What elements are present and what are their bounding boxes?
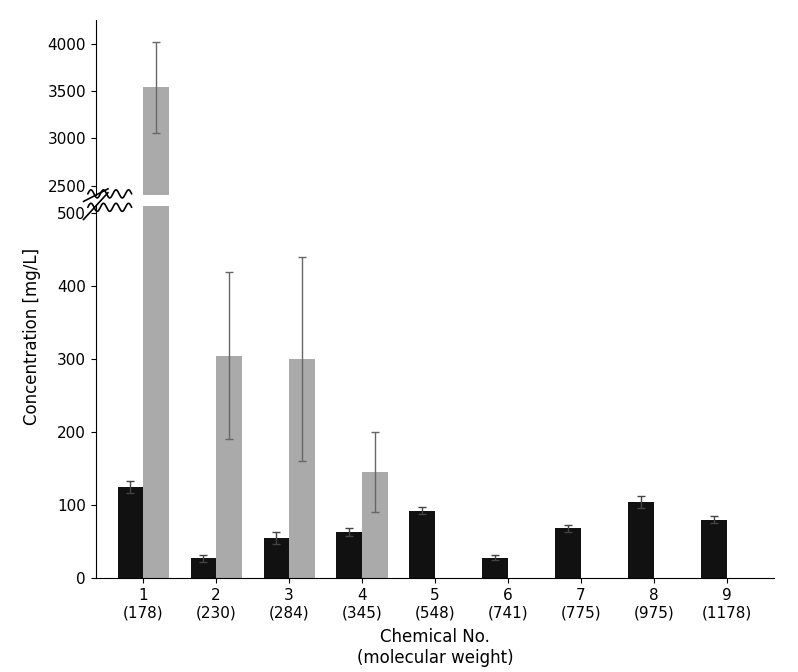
Bar bbox=[409, 413, 435, 422]
Bar bbox=[482, 419, 508, 422]
Bar bbox=[289, 360, 314, 578]
Bar bbox=[409, 511, 435, 578]
Bar bbox=[117, 411, 143, 422]
Bar bbox=[555, 416, 581, 422]
Bar bbox=[337, 532, 362, 578]
Bar bbox=[482, 558, 508, 578]
Bar bbox=[628, 413, 654, 422]
Bar bbox=[143, 0, 168, 578]
Bar bbox=[701, 415, 727, 422]
Bar bbox=[701, 519, 727, 578]
Bar bbox=[117, 487, 143, 578]
Bar bbox=[337, 416, 362, 422]
Bar bbox=[628, 502, 654, 578]
X-axis label: Chemical No.
(molecular weight): Chemical No. (molecular weight) bbox=[357, 628, 513, 667]
Bar bbox=[191, 558, 216, 578]
Bar bbox=[362, 472, 388, 578]
Bar bbox=[143, 87, 168, 422]
Bar bbox=[263, 538, 289, 578]
Bar bbox=[263, 417, 289, 422]
Bar bbox=[555, 528, 581, 578]
Bar bbox=[216, 355, 242, 578]
Bar bbox=[191, 419, 216, 422]
Text: Concentration [mg/L]: Concentration [mg/L] bbox=[23, 247, 41, 425]
